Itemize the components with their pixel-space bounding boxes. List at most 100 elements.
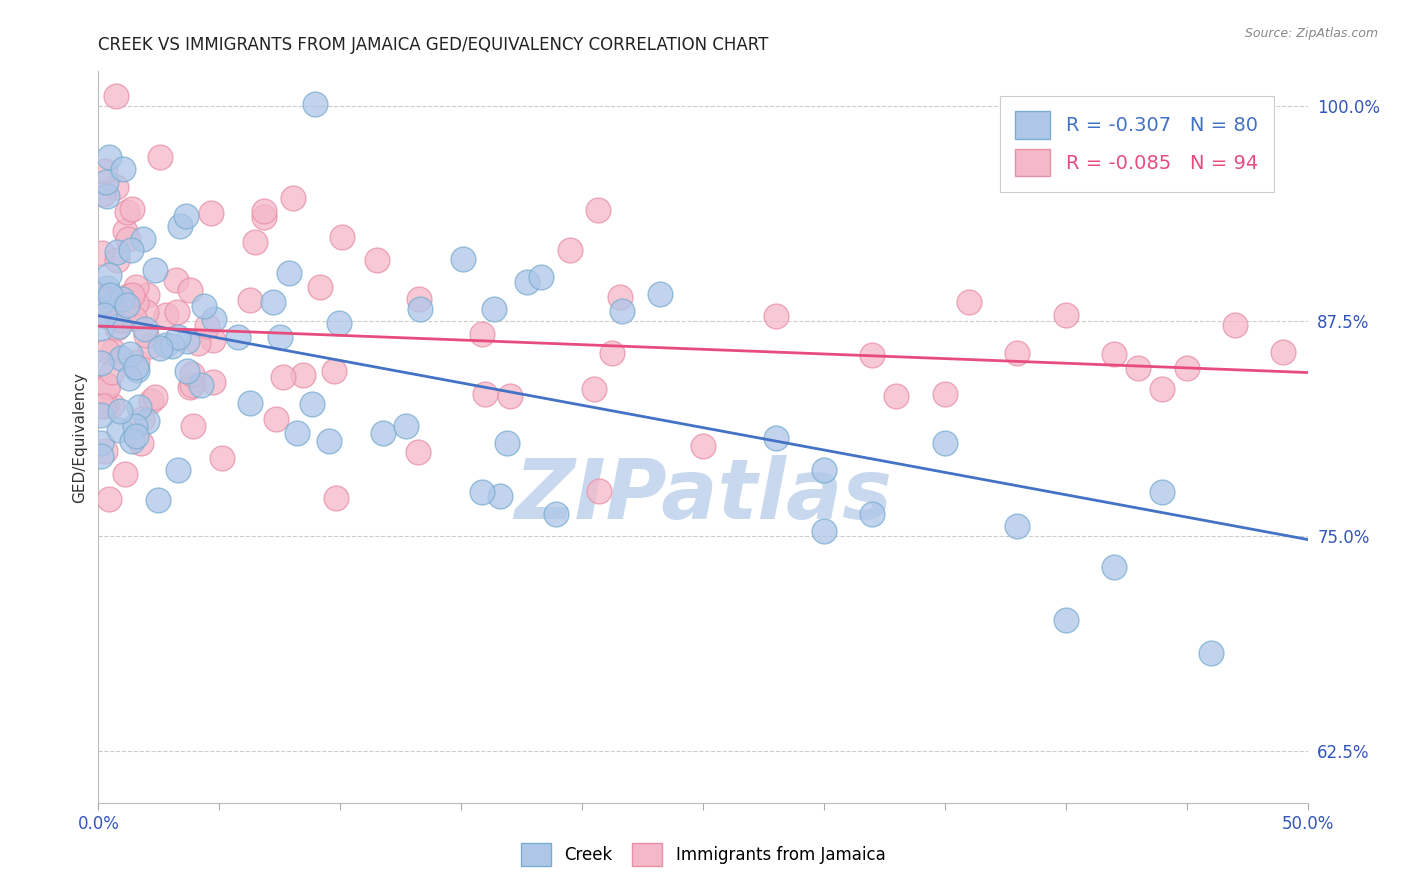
Point	[195, 318, 218, 333]
Point	[90, 321, 112, 335]
Point	[609, 290, 631, 304]
Point	[167, 463, 190, 477]
Point	[114, 224, 136, 238]
Text: CREEK VS IMMIGRANTS FROM JAMAICA GED/EQUIVALENCY CORRELATION CHART: CREEK VS IMMIGRANTS FROM JAMAICA GED/EQU…	[98, 36, 769, 54]
Point	[97, 492, 120, 507]
Point	[176, 363, 198, 377]
Point	[813, 463, 835, 477]
Point	[97, 287, 120, 301]
Point	[96, 344, 118, 359]
Point	[125, 363, 148, 377]
Point	[90, 288, 112, 302]
Point	[1223, 318, 1246, 332]
Point	[366, 252, 388, 267]
Point	[1102, 347, 1125, 361]
Point	[143, 263, 166, 277]
Point	[271, 370, 294, 384]
Point	[193, 299, 215, 313]
Point	[132, 232, 155, 246]
Point	[451, 252, 474, 266]
Point	[105, 245, 128, 260]
Point	[101, 343, 124, 358]
Point	[813, 524, 835, 538]
Point	[291, 368, 314, 382]
Legend: Creek, Immigrants from Jamaica: Creek, Immigrants from Jamaica	[512, 835, 894, 875]
Point	[489, 489, 512, 503]
Point	[187, 335, 209, 350]
Point	[105, 253, 128, 268]
Point	[96, 281, 118, 295]
Point	[98, 268, 121, 283]
Point	[108, 404, 131, 418]
Point	[120, 243, 142, 257]
Point	[135, 287, 157, 301]
Point	[100, 398, 122, 412]
Point	[91, 246, 114, 260]
Point	[408, 292, 430, 306]
Point	[1054, 613, 1077, 627]
Point	[371, 425, 394, 440]
Point	[112, 162, 135, 177]
Point	[530, 269, 553, 284]
Point	[765, 310, 787, 324]
Point	[406, 445, 429, 459]
Point	[94, 175, 117, 189]
Point	[1128, 361, 1150, 376]
Point	[148, 341, 170, 355]
Point	[395, 418, 418, 433]
Point	[181, 367, 204, 381]
Point	[264, 412, 287, 426]
Point	[582, 382, 605, 396]
Point	[90, 296, 112, 310]
Point	[121, 287, 143, 301]
Point	[588, 483, 610, 498]
Point	[111, 292, 134, 306]
Point	[200, 206, 222, 220]
Point	[1152, 485, 1174, 500]
Point	[125, 428, 148, 442]
Point	[131, 412, 153, 426]
Point	[269, 330, 291, 344]
Point	[166, 305, 188, 319]
Point	[125, 279, 148, 293]
Point	[93, 164, 115, 178]
Point	[176, 334, 198, 348]
Point	[1152, 382, 1174, 396]
Point	[110, 312, 132, 326]
Point	[277, 266, 299, 280]
Point	[765, 431, 787, 445]
Point	[107, 319, 129, 334]
Point	[239, 396, 262, 410]
Point	[167, 330, 190, 344]
Point	[155, 338, 177, 352]
Point	[101, 365, 124, 379]
Point	[202, 333, 225, 347]
Point	[179, 380, 201, 394]
Point	[125, 359, 148, 374]
Point	[96, 189, 118, 203]
Point	[90, 435, 112, 450]
Point	[110, 351, 132, 365]
Point	[124, 419, 146, 434]
Point	[91, 187, 114, 202]
Point	[96, 378, 118, 392]
Point	[484, 302, 506, 317]
Point	[1007, 346, 1029, 360]
Point	[253, 210, 276, 224]
Point	[115, 298, 138, 312]
Point	[323, 364, 346, 378]
Point	[122, 310, 145, 325]
Point	[98, 288, 121, 302]
Text: Source: ZipAtlas.com: Source: ZipAtlas.com	[1244, 27, 1378, 40]
Point	[471, 327, 494, 342]
Point	[105, 180, 128, 194]
Point	[117, 232, 139, 246]
Point	[612, 304, 634, 318]
Point	[474, 387, 496, 401]
Point	[128, 400, 150, 414]
Point	[226, 330, 249, 344]
Point	[243, 235, 266, 249]
Text: ZIPatlas: ZIPatlas	[515, 455, 891, 536]
Point	[285, 425, 308, 440]
Point	[146, 492, 169, 507]
